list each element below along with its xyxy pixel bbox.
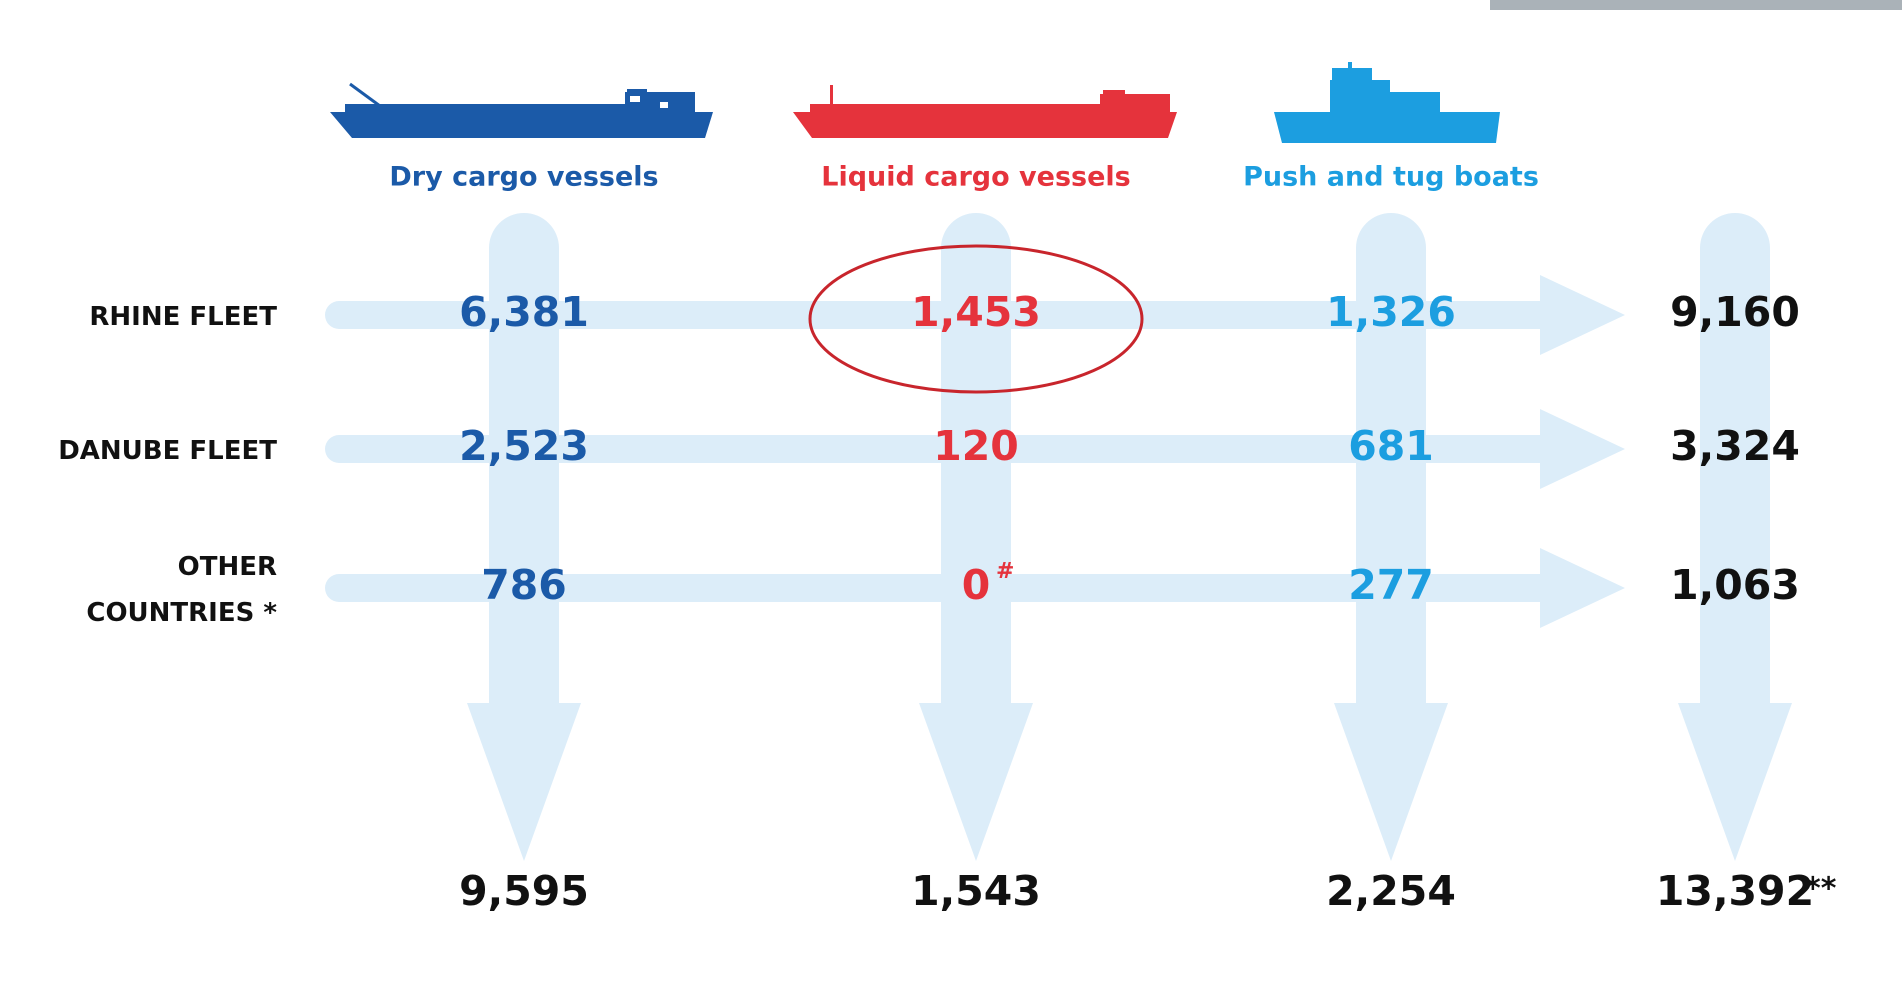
highlight-circle (808, 244, 1144, 394)
grand-total: 13,392 (1656, 867, 1814, 915)
vertical-arrow (467, 213, 581, 861)
cell-value: 0 (962, 561, 991, 609)
column-total: 1,543 (911, 867, 1041, 915)
column-header: Push and tug boats (1243, 162, 1539, 193)
horizontal-arrow (325, 409, 1625, 489)
horizontal-arrow (325, 275, 1625, 355)
dry-cargo-ship (330, 82, 713, 138)
horizontal-arrow (325, 548, 1625, 628)
cell-value: 681 (1348, 422, 1434, 470)
cell-value: 120 (933, 422, 1019, 470)
vertical-arrow (919, 213, 1033, 861)
row-total: 1,063 (1670, 561, 1800, 609)
cell-value: 786 (481, 561, 567, 609)
photo-edge (1490, 0, 1902, 10)
liquid-cargo-ship (793, 85, 1177, 138)
column-header: Dry cargo vessels (389, 162, 658, 193)
row-label: RHINE FLEET (89, 302, 277, 332)
grand-total-note: ** (1805, 872, 1837, 907)
cell-value: 1,453 (911, 288, 1041, 336)
vertical-arrow (1678, 213, 1792, 861)
cell-value: 277 (1348, 561, 1434, 609)
column-total: 2,254 (1326, 867, 1456, 915)
row-total: 9,160 (1670, 288, 1800, 336)
row-label: OTHER (178, 552, 277, 582)
cell-value: 1,326 (1326, 288, 1456, 336)
push-boat (1274, 62, 1500, 143)
row-total: 3,324 (1670, 422, 1800, 470)
arrows (325, 213, 1792, 861)
cell-value: 6,381 (459, 288, 589, 336)
column-total: 9,595 (459, 867, 589, 915)
cell-note: # (996, 559, 1014, 584)
column-header: Liquid cargo vessels (821, 162, 1131, 193)
cell-value: 2,523 (459, 422, 589, 470)
row-label: COUNTRIES * (86, 598, 277, 628)
table: Dry cargo vessels Liquid cargo vessels Pus… (58, 162, 1836, 916)
vertical-arrow (1334, 213, 1448, 861)
row-label: DANUBE FLEET (58, 436, 277, 466)
